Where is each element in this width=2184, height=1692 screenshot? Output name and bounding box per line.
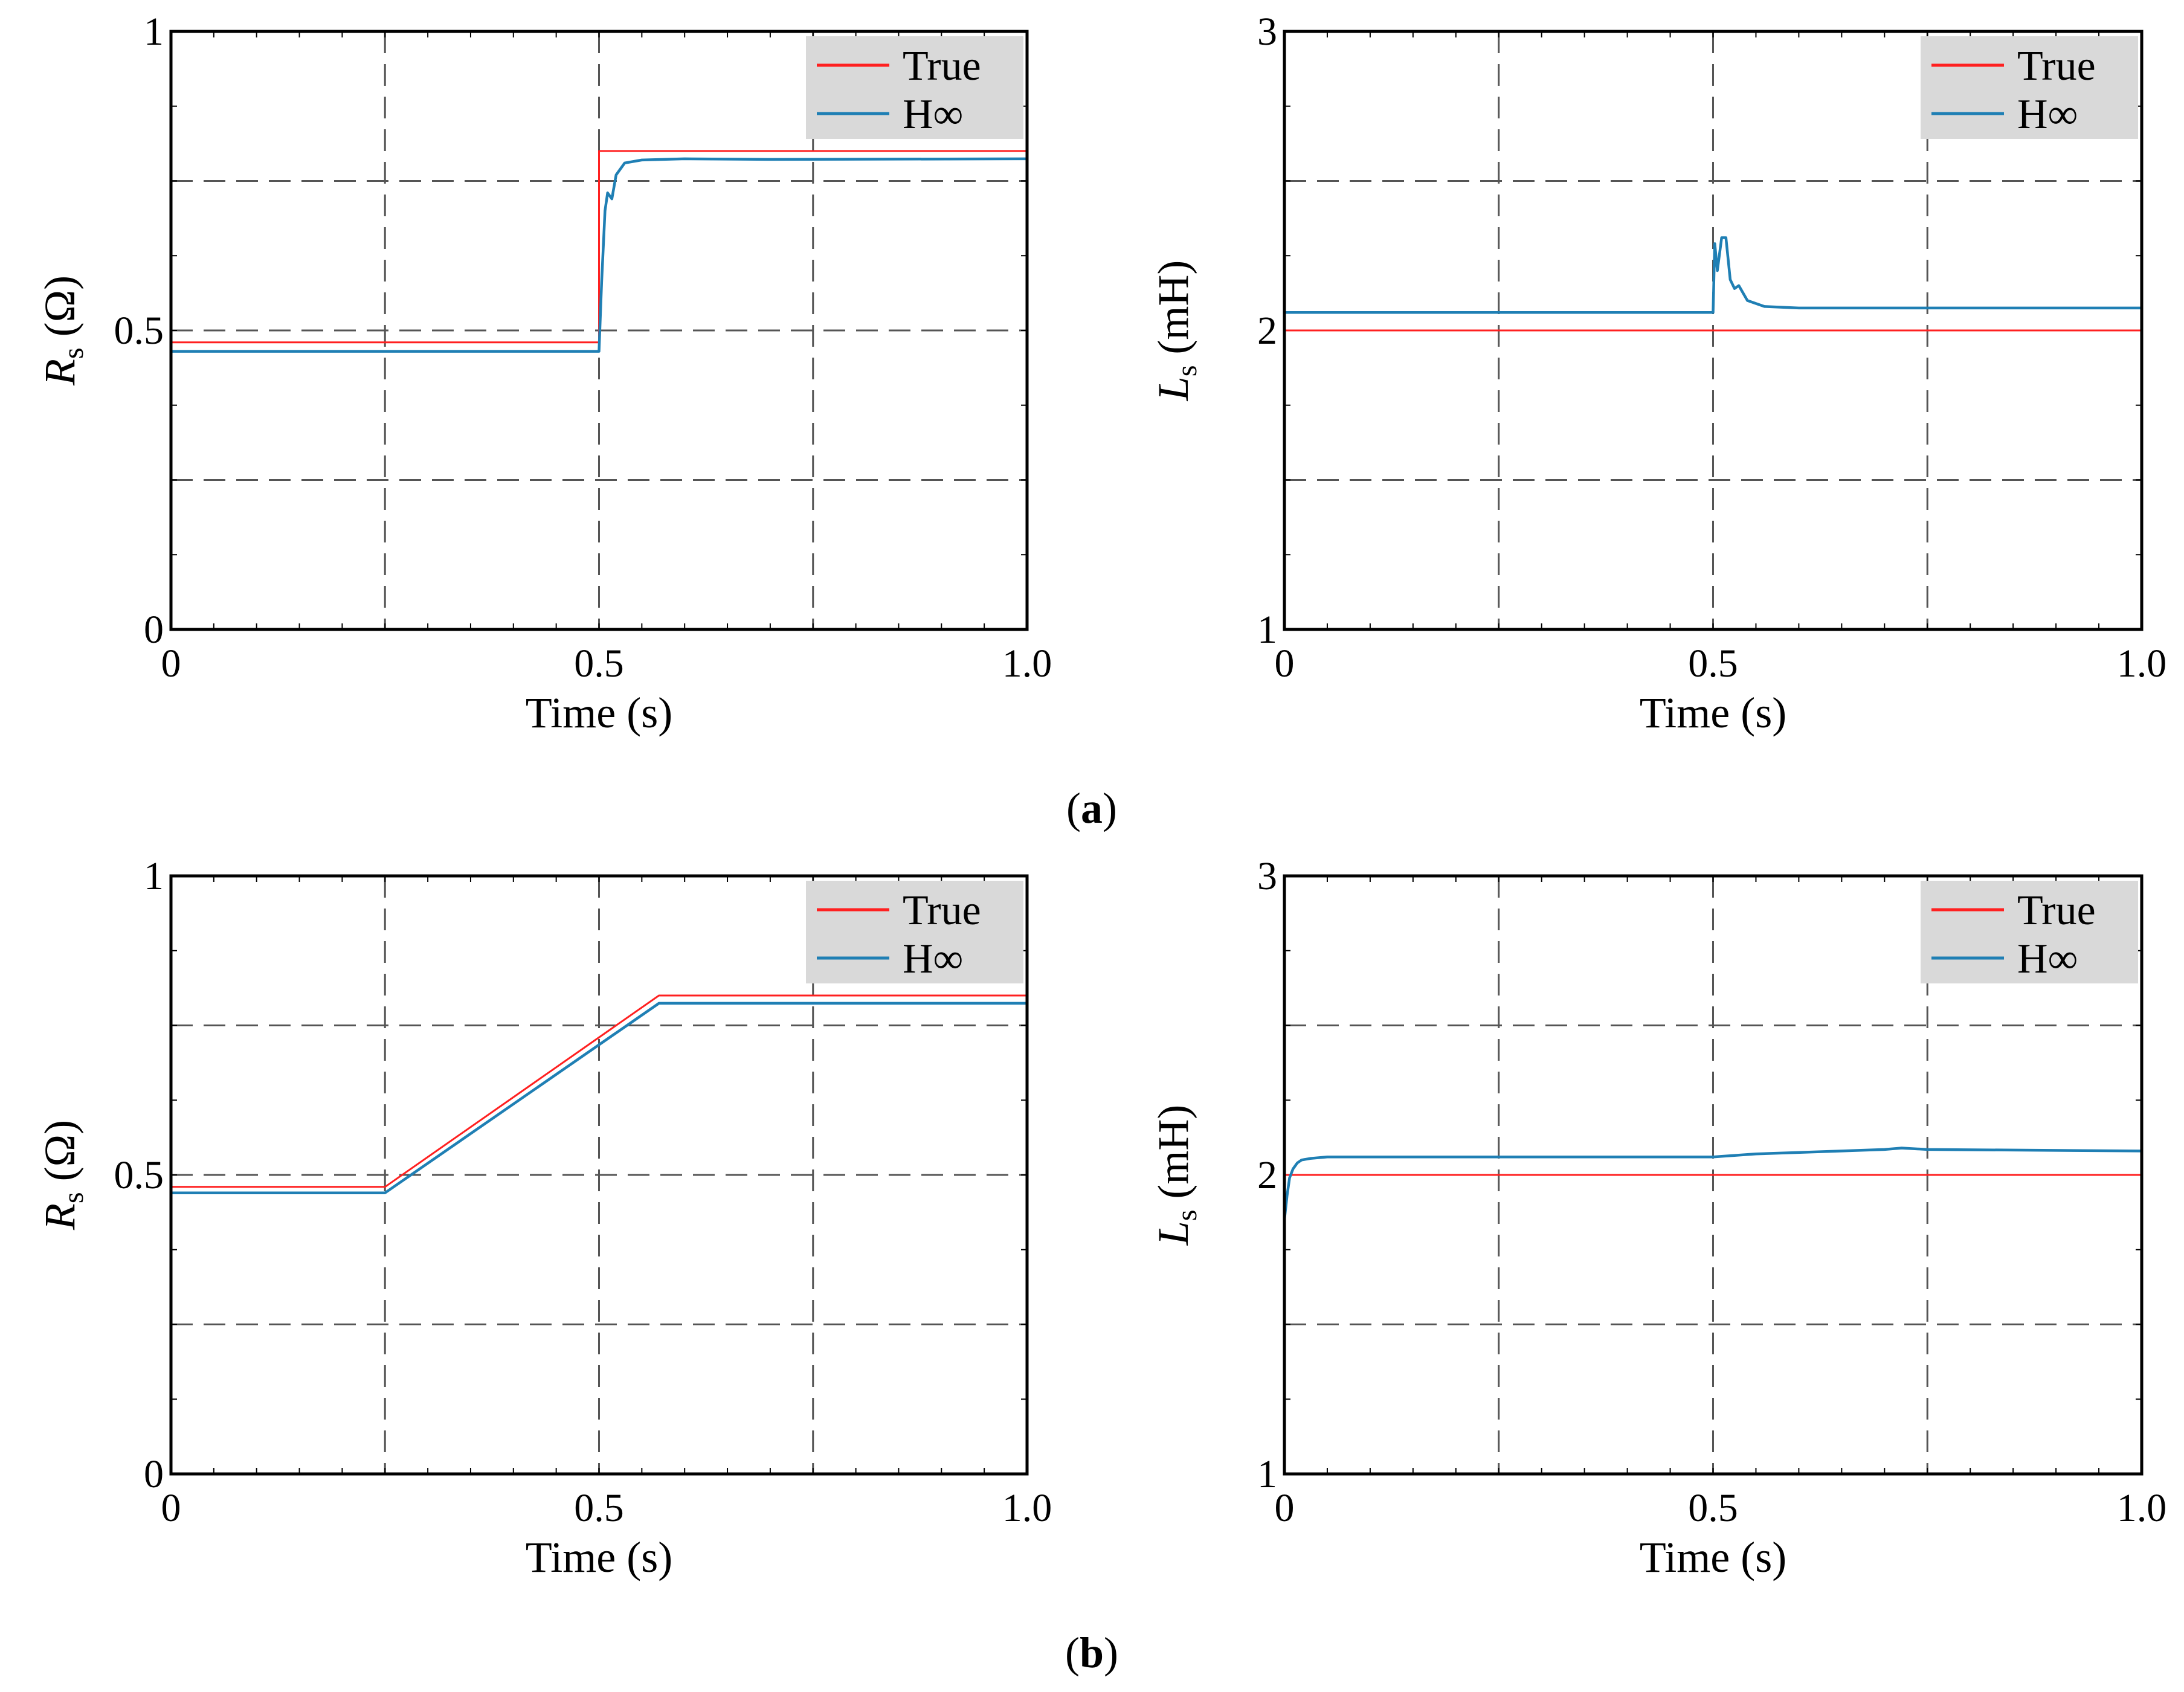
plot-frame xyxy=(169,874,1029,1476)
series-line-hinf xyxy=(1283,1147,2142,1220)
x-tick-label: 1.0 xyxy=(2117,642,2167,686)
y-axis-unit: (mH) xyxy=(1149,1105,1197,1210)
x-tick-label: 0 xyxy=(161,642,181,686)
y-tick-label: 0.5 xyxy=(114,309,164,353)
y-axis-unit: (Ω) xyxy=(36,275,84,347)
y-tick-label: 1 xyxy=(144,10,164,54)
y-tick-label: 2 xyxy=(1257,1153,1277,1197)
x-axis-title: Time (s) xyxy=(526,1533,672,1581)
y-axis-title: Rs (Ω) xyxy=(36,1120,89,1230)
x-tick-label: 0.5 xyxy=(1688,642,1738,686)
y-tick-label: 0 xyxy=(144,608,164,652)
caption-letter: a xyxy=(1081,784,1103,832)
y-tick-label: 0 xyxy=(144,1452,164,1496)
legend-label-hinf: H∞ xyxy=(903,91,963,138)
y-axis-unit: (Ω) xyxy=(36,1120,84,1192)
legend-label-true: True xyxy=(903,43,981,89)
y-tick-label: 3 xyxy=(1257,10,1277,54)
y-tick-label: 2 xyxy=(1257,309,1277,353)
x-axis-title: Time (s) xyxy=(1640,689,1786,737)
plot-frame xyxy=(1283,874,2144,1476)
x-tick-label: 0 xyxy=(1275,1486,1295,1530)
series-line-hinf xyxy=(171,157,1028,353)
legend-label-hinf: H∞ xyxy=(2017,91,2078,138)
y-axis-subscript: s xyxy=(57,347,89,359)
y-axis-subscript: s xyxy=(57,1192,89,1203)
y-axis-symbol: R xyxy=(36,359,84,386)
x-axis-title: Time (s) xyxy=(526,689,672,737)
legend-label-true: True xyxy=(903,887,981,934)
legend-box xyxy=(806,881,1023,983)
y-axis-title: Ls (mH) xyxy=(1149,1105,1203,1246)
series-line-true xyxy=(171,150,1027,344)
x-tick-label: 1.0 xyxy=(1002,642,1052,686)
y-tick-label: 1 xyxy=(1257,1452,1277,1496)
y-tick-label: 3 xyxy=(1257,854,1277,898)
plot-frame xyxy=(1283,30,2144,631)
y-axis-symbol: R xyxy=(36,1203,84,1230)
series-line-hinf xyxy=(171,1002,1027,1194)
x-tick-label: 0.5 xyxy=(574,1486,624,1530)
legend-label-hinf: H∞ xyxy=(2017,936,2078,982)
plot-frame xyxy=(169,30,1029,631)
y-axis-symbol: L xyxy=(1149,1221,1197,1246)
series-line-hinf xyxy=(1284,236,2142,314)
y-axis-subscript: s xyxy=(1171,365,1203,377)
x-tick-label: 1.0 xyxy=(1002,1486,1052,1530)
legend-label-true: True xyxy=(2017,887,2096,934)
series-line-true xyxy=(171,994,1027,1188)
legend-label-true: True xyxy=(2017,43,2096,89)
caption-paren-close: ) xyxy=(1103,784,1117,832)
caption-letter: b xyxy=(1080,1629,1104,1677)
y-axis-title: Rs (Ω) xyxy=(36,275,89,386)
legend-label-hinf: H∞ xyxy=(903,936,963,982)
x-tick-label: 0.5 xyxy=(574,642,624,686)
y-axis-title: Ls (mH) xyxy=(1149,260,1203,402)
y-tick-label: 1 xyxy=(144,854,164,898)
legend-box xyxy=(806,36,1023,139)
x-axis-title: Time (s) xyxy=(1640,1533,1786,1581)
y-axis-unit: (mH) xyxy=(1149,260,1197,365)
caption-a: (a) xyxy=(1066,784,1117,832)
y-axis-subscript: s xyxy=(1171,1210,1203,1221)
caption-paren-open: ( xyxy=(1066,784,1081,832)
caption-paren-close: ) xyxy=(1104,1629,1118,1677)
y-tick-label: 1 xyxy=(1257,608,1277,652)
x-tick-label: 0 xyxy=(161,1486,181,1530)
y-axis-symbol: L xyxy=(1149,376,1197,401)
legend-box xyxy=(1921,881,2138,983)
caption-b: (b) xyxy=(1065,1629,1118,1677)
x-tick-label: 1.0 xyxy=(2117,1486,2167,1530)
y-tick-label: 0.5 xyxy=(114,1153,164,1197)
caption-paren-open: ( xyxy=(1065,1629,1080,1677)
x-tick-label: 0 xyxy=(1275,642,1295,686)
x-tick-label: 0.5 xyxy=(1688,1486,1738,1530)
legend-box xyxy=(1921,36,2138,139)
